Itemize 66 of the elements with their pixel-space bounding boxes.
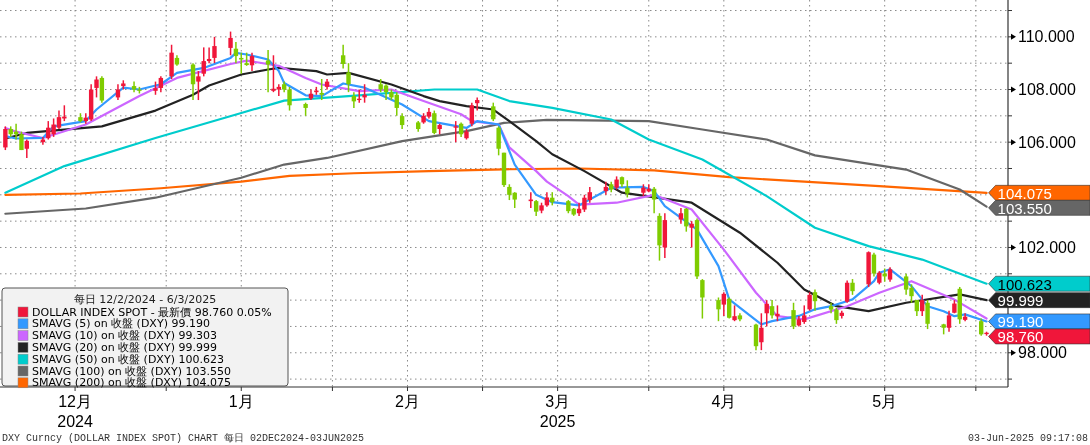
data-label: 99.190 — [997, 313, 1044, 331]
legend-label: SMAVG (200) on 收盤 (DXY) 104.075 — [32, 376, 231, 390]
legend-label: SMAVG (20) on 收盤 (DXY) 99.999 — [32, 340, 217, 354]
legend-label: SMAVG (10) on 收盤 (DXY) 99.303 — [32, 329, 217, 343]
data-label: 100.623 — [997, 275, 1052, 293]
candlestick — [946, 309, 952, 333]
candlestick — [99, 75, 105, 104]
value-tag: 99.999 — [988, 292, 1090, 310]
candlestick — [920, 294, 925, 317]
value-tag: 98.760 — [988, 328, 1090, 346]
candlestick — [201, 46, 206, 78]
legend-label: SMAVG (5) on 收盤 (DXY) 99.190 — [32, 317, 210, 331]
y-tick-label: 108.000 — [1018, 81, 1076, 99]
x-tick-label: 12月 2024 — [57, 393, 93, 430]
legend-label: SMAVG (50) on 收盤 (DXY) 100.623 — [32, 352, 224, 366]
candlestick — [759, 312, 764, 351]
candlestick — [721, 291, 727, 317]
candlestick — [319, 78, 324, 101]
candlestick — [871, 251, 877, 278]
data-label: 103.550 — [997, 199, 1052, 217]
candlestick — [791, 302, 796, 330]
y-tick-label: 106.000 — [1018, 133, 1076, 151]
data-label: 99.999 — [997, 292, 1044, 310]
candlestick — [212, 36, 217, 64]
candlestick — [94, 75, 99, 99]
x-tick-label: 1月 — [228, 393, 254, 410]
x-tick-label: 3月 2025 — [539, 393, 576, 430]
candlestick — [812, 288, 818, 312]
y-tick-label: 110.000 — [1018, 28, 1075, 46]
candlestick — [726, 296, 732, 320]
candlestick — [491, 101, 496, 122]
value-tag: 104.075 — [988, 184, 1090, 202]
data-label: 104.075 — [997, 184, 1052, 202]
candlestick — [716, 296, 721, 322]
x-tick-label: 2月 — [395, 393, 420, 410]
legend-label: SMAVG (100) on 收盤 (DXY) 103.550 — [32, 364, 231, 378]
candlestick — [432, 109, 437, 136]
candlestick — [169, 44, 174, 80]
candlestick — [807, 291, 812, 312]
candlestick — [689, 220, 694, 249]
candlestick — [469, 101, 475, 128]
x-tick-label: 4月 — [711, 393, 737, 410]
candlestick — [340, 44, 346, 70]
candlestick — [453, 120, 458, 143]
candlestick — [3, 125, 8, 151]
y-tick-label: 102.000 — [1018, 238, 1076, 256]
candlestick — [265, 49, 271, 93]
candlestick — [287, 86, 292, 112]
candlestick — [700, 278, 705, 320]
candlestick — [925, 299, 930, 330]
candlestick — [24, 138, 30, 159]
y-tick-label: 98.000 — [1018, 344, 1068, 362]
candlestick — [346, 62, 351, 93]
candlestick — [844, 279, 850, 304]
candlestick — [228, 30, 233, 57]
text: DXY Curncy (DOLLAR INDEX SPOT) CHART 每日 02DEC2024-03JUN2025 — [2, 432, 365, 444]
candlestick — [496, 125, 501, 157]
value-tag: 103.550 — [988, 199, 1090, 217]
legend-label: DOLLAR INDEX SPOT - 最新價 98.760 0.05% — [32, 305, 272, 319]
legend-title: 每日 12/2/2024 - 6/3/2025 — [73, 292, 217, 306]
candlestick — [651, 186, 657, 214]
text: 03-Jun-2025 09:17:08 — [967, 433, 1088, 444]
value-tag: 99.190 — [988, 313, 1090, 331]
value-tag: 100.623 — [988, 275, 1090, 293]
x-tick-label: 5月 — [872, 393, 898, 410]
candlestick — [196, 70, 201, 101]
